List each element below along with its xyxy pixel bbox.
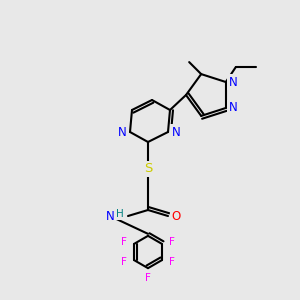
- Text: F: F: [169, 257, 175, 267]
- Text: N: N: [228, 101, 237, 115]
- Text: F: F: [121, 257, 127, 267]
- Text: F: F: [145, 273, 151, 283]
- Text: O: O: [171, 209, 181, 223]
- Text: N: N: [228, 76, 237, 88]
- Text: F: F: [121, 237, 127, 247]
- Text: N: N: [172, 125, 180, 139]
- Text: N: N: [118, 125, 126, 139]
- Text: F: F: [169, 237, 175, 247]
- Text: S: S: [144, 163, 152, 176]
- Text: N: N: [106, 209, 114, 223]
- Text: H: H: [116, 209, 124, 219]
